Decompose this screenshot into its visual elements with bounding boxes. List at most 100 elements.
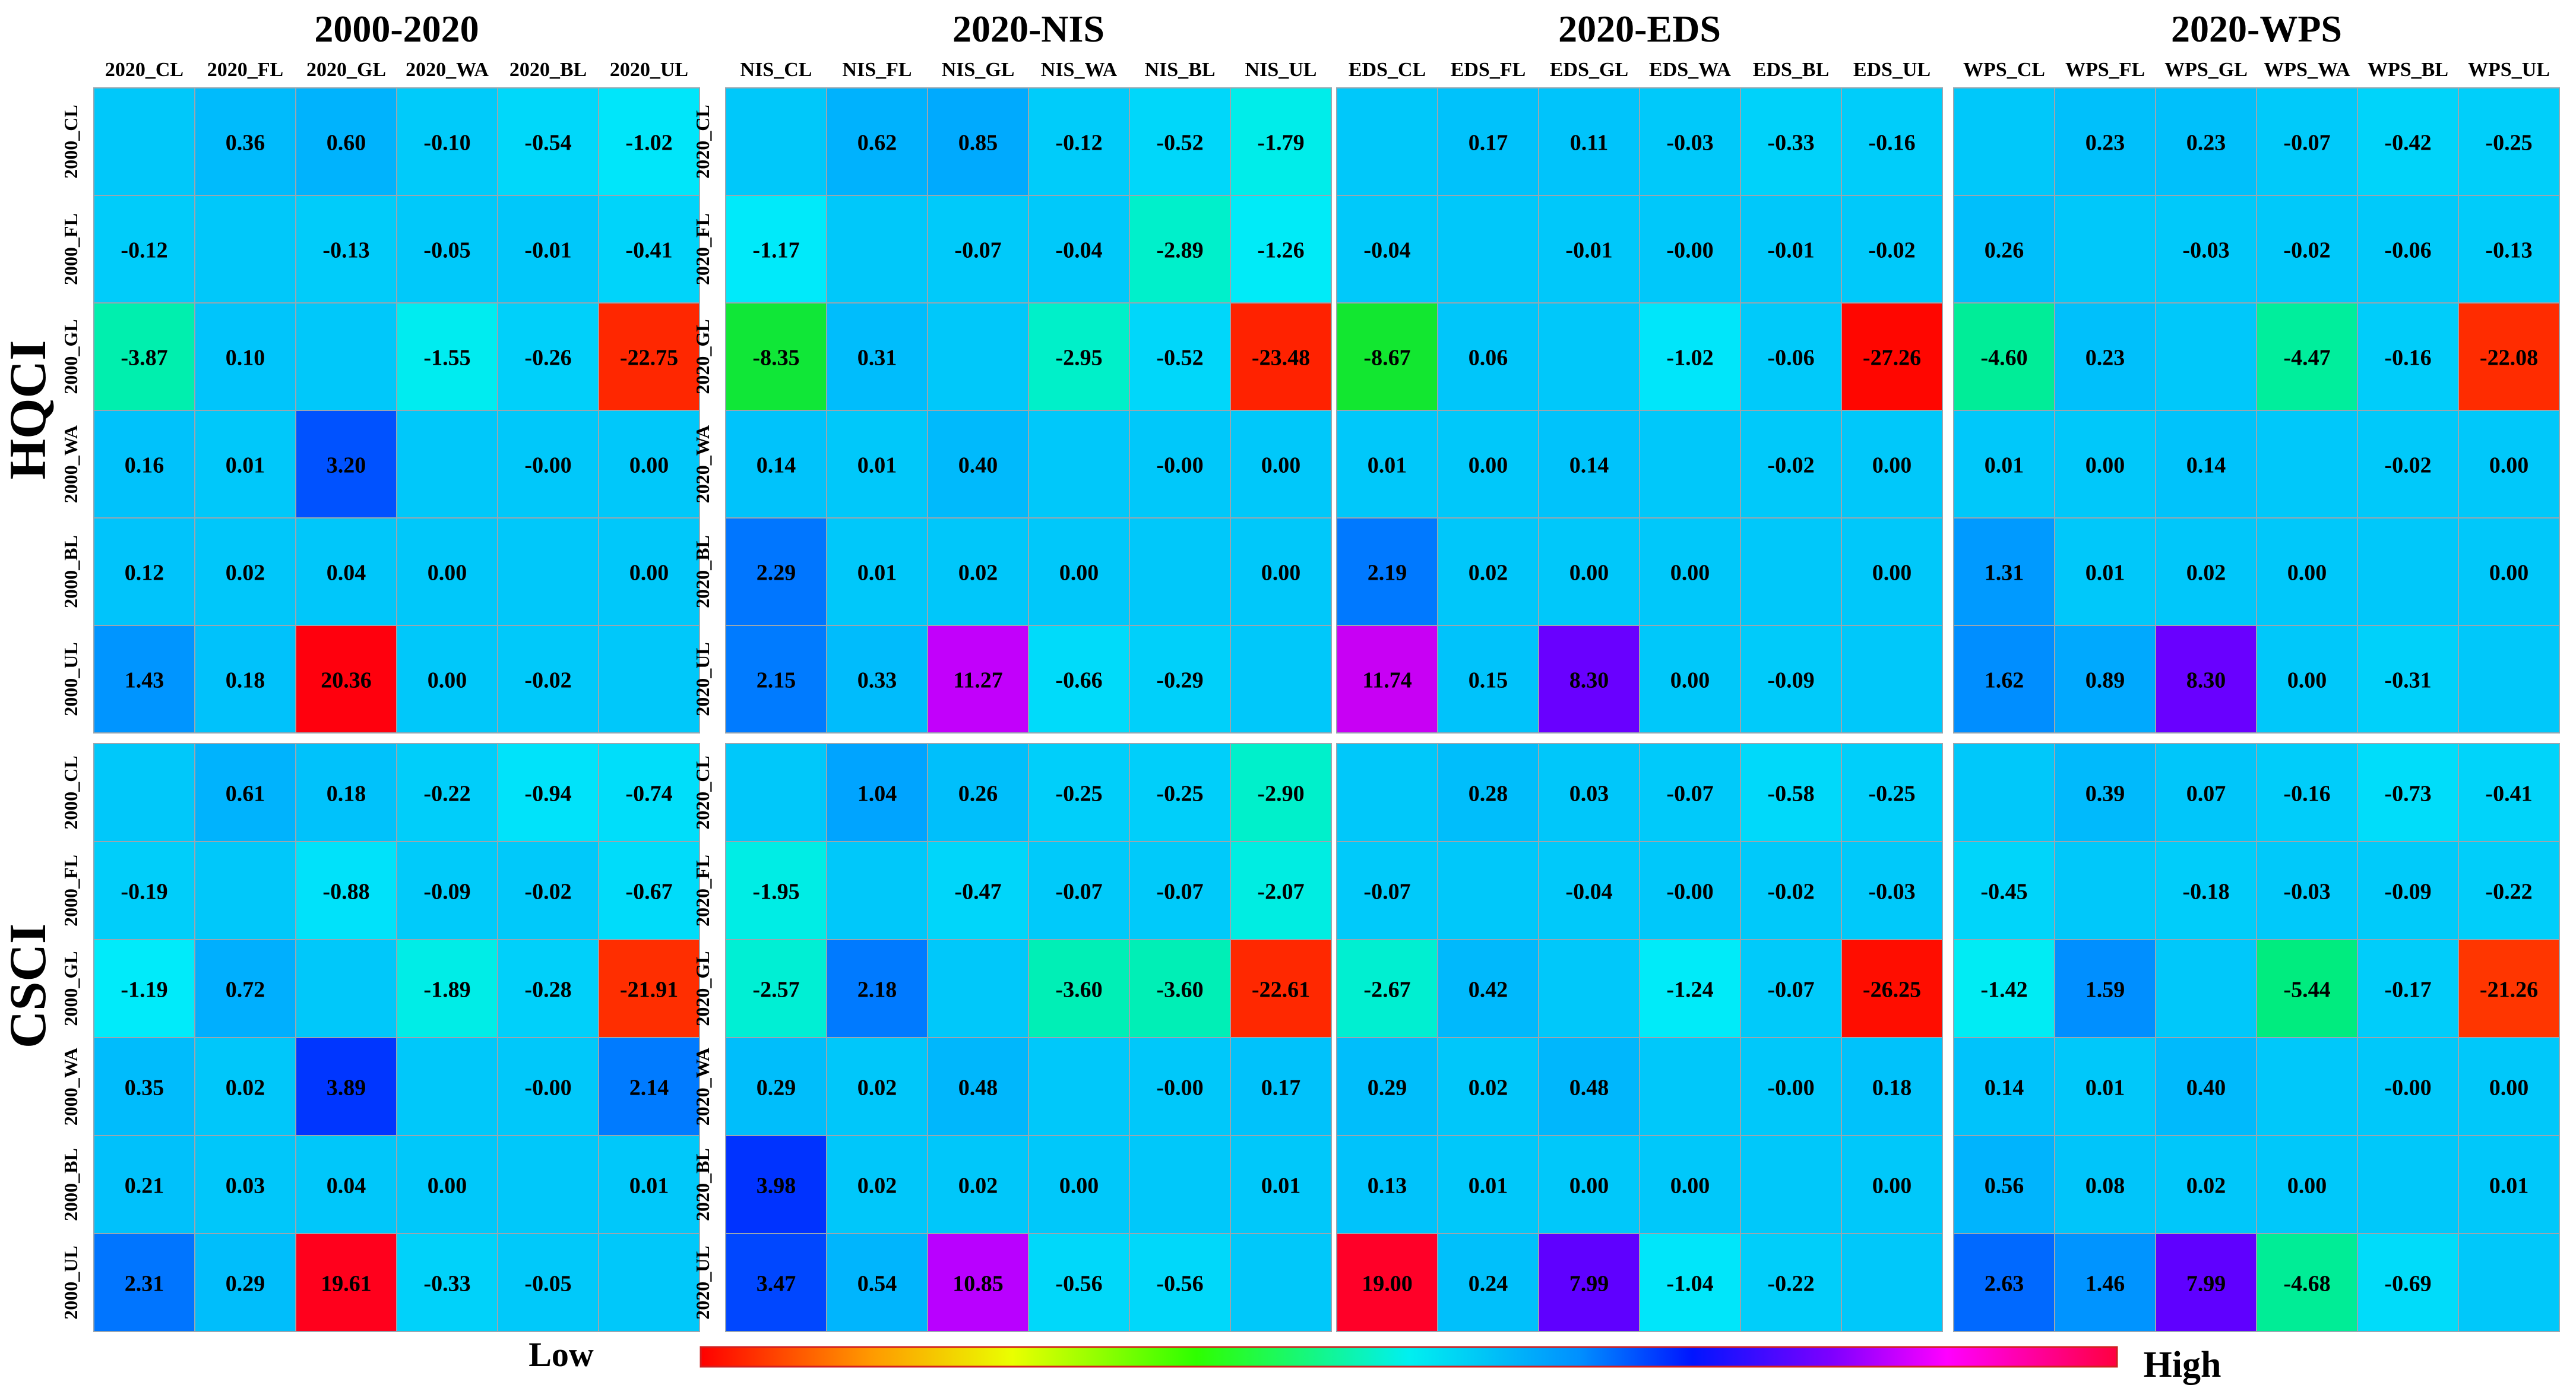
cell-value-label: 0.07 xyxy=(2186,782,2226,807)
cell-value-label: -0.13 xyxy=(2485,238,2532,263)
heatmap-cell xyxy=(1129,517,1231,626)
cell-value-label: -0.04 xyxy=(1055,238,1102,263)
heatmap-cell xyxy=(93,87,195,196)
cell-value-label: 0.01 xyxy=(226,453,265,478)
heatmap-cell xyxy=(1953,1135,2055,1234)
cell-value-label: 0.02 xyxy=(2186,561,2226,586)
heatmap-cell xyxy=(826,939,928,1038)
cell-value-label: -0.33 xyxy=(423,1272,470,1297)
cell-value-label: 0.00 xyxy=(629,453,669,478)
cell-value-label: -0.02 xyxy=(2384,453,2431,478)
heatmap-cell xyxy=(826,87,928,196)
cell-value-label: 0.02 xyxy=(226,561,265,586)
heatmap-cell xyxy=(1336,625,1438,734)
heatmap-cell xyxy=(1953,517,2055,626)
heatmap-cell xyxy=(497,1233,599,1332)
column-label: EDS_UL xyxy=(1853,59,1931,81)
cell-value-label: -0.07 xyxy=(1156,880,1203,905)
cell-value-label: -0.07 xyxy=(954,238,1001,263)
cell-value-label: -0.02 xyxy=(524,880,571,905)
heatmap-cell xyxy=(1639,625,1741,734)
heatmap-cell xyxy=(396,743,498,842)
panel-title: 2000-2020 xyxy=(314,8,479,50)
cell-value-label: 0.01 xyxy=(1261,1174,1301,1199)
cell-value-label: -0.26 xyxy=(524,346,571,371)
heatmap-cell xyxy=(1538,939,1640,1038)
heatmap-cell xyxy=(725,1135,827,1234)
heatmap-cell xyxy=(1841,841,1943,940)
heatmap-cell xyxy=(295,939,397,1038)
cell-value-label: 0.18 xyxy=(327,782,366,807)
heatmap-cell xyxy=(1129,87,1231,196)
column-label: 2020_FL xyxy=(207,59,283,81)
cell-value-label: -0.13 xyxy=(322,238,369,263)
cell-value-label: 0.01 xyxy=(857,561,897,586)
row-label: 2020_FL xyxy=(692,213,713,285)
heatmap-cell xyxy=(1336,87,1438,196)
cell-value-label: -0.31 xyxy=(2384,668,2431,693)
heatmap-cell xyxy=(1336,841,1438,940)
heatmap-cell xyxy=(1639,1233,1741,1332)
panel-title: 2020-WPS xyxy=(2171,8,2342,50)
heatmap-cell xyxy=(295,87,397,196)
cell-value-label: -0.22 xyxy=(2485,880,2532,905)
heatmap-cell xyxy=(1740,1233,1842,1332)
heatmap-cell xyxy=(1129,1037,1231,1136)
cell-value-label: 0.06 xyxy=(1469,346,1508,371)
heatmap-cell xyxy=(1028,195,1130,304)
heatmap-cell xyxy=(826,625,928,734)
row-label: 2000_UL xyxy=(60,642,81,716)
heatmap-cell xyxy=(927,87,1029,196)
cell-value-label: 0.48 xyxy=(1569,1076,1609,1101)
cell-value-label: 0.42 xyxy=(1469,978,1508,1003)
column-label: EDS_CL xyxy=(1349,59,1426,81)
heatmap-cell xyxy=(927,743,1029,842)
column-label: NIS_FL xyxy=(842,59,912,81)
cell-value-label: -0.00 xyxy=(524,453,571,478)
heatmap-cell xyxy=(826,517,928,626)
heatmap-cell xyxy=(497,625,599,734)
cell-value-label: 0.72 xyxy=(226,978,265,1003)
heatmap-cell xyxy=(927,1037,1029,1136)
heatmap-cell xyxy=(1336,1037,1438,1136)
heatmap-cell xyxy=(1230,1135,1332,1234)
cell-value-label: -1.26 xyxy=(1257,238,1304,263)
cell-value-label: -0.52 xyxy=(1156,346,1203,371)
heatmap-cell xyxy=(295,410,397,519)
cell-value-label: -21.26 xyxy=(2480,978,2538,1003)
heatmap-cell xyxy=(295,517,397,626)
panel-frame xyxy=(90,740,703,1335)
column-label: WPS_BL xyxy=(2368,59,2448,81)
heatmap-cell xyxy=(2054,302,2156,411)
cell-value-label: 0.00 xyxy=(1569,1174,1609,1199)
heatmap-cell xyxy=(194,625,296,734)
cell-value-label: -1.02 xyxy=(1666,346,1713,371)
heatmap-cell xyxy=(1129,302,1231,411)
cell-value-label: -2.57 xyxy=(752,978,799,1003)
cell-value-label: 0.00 xyxy=(1670,668,1710,693)
heatmap-cell xyxy=(1639,1037,1741,1136)
heatmap-cell xyxy=(1129,1233,1231,1332)
column-label: WPS_GL xyxy=(2164,59,2248,81)
heatmap-cell xyxy=(2155,1037,2257,1136)
column-label: 2020_WA xyxy=(406,59,489,81)
column-label: WPS_CL xyxy=(1963,59,2045,81)
cell-value-label: 0.29 xyxy=(226,1272,265,1297)
heatmap-cell xyxy=(1538,1233,1640,1332)
row-label: 2000_CL xyxy=(60,105,81,178)
cell-value-label: 0.89 xyxy=(2086,668,2125,693)
cell-value-label: -0.05 xyxy=(423,238,470,263)
cell-value-label: -0.18 xyxy=(2182,880,2229,905)
column-label: EDS_WA xyxy=(1649,59,1731,81)
heatmap-cell xyxy=(396,1135,498,1234)
heatmap-cell xyxy=(927,939,1029,1038)
cell-value-label: 0.02 xyxy=(1469,1076,1508,1101)
heatmap-cell xyxy=(598,1037,700,1136)
heatmap-cell xyxy=(396,410,498,519)
heatmap-cell xyxy=(2155,841,2257,940)
cell-value-label: -2.07 xyxy=(1257,880,1304,905)
cell-value-label: 0.00 xyxy=(428,668,467,693)
cell-value-label: -0.16 xyxy=(2283,782,2330,807)
heatmap-cell xyxy=(1129,195,1231,304)
